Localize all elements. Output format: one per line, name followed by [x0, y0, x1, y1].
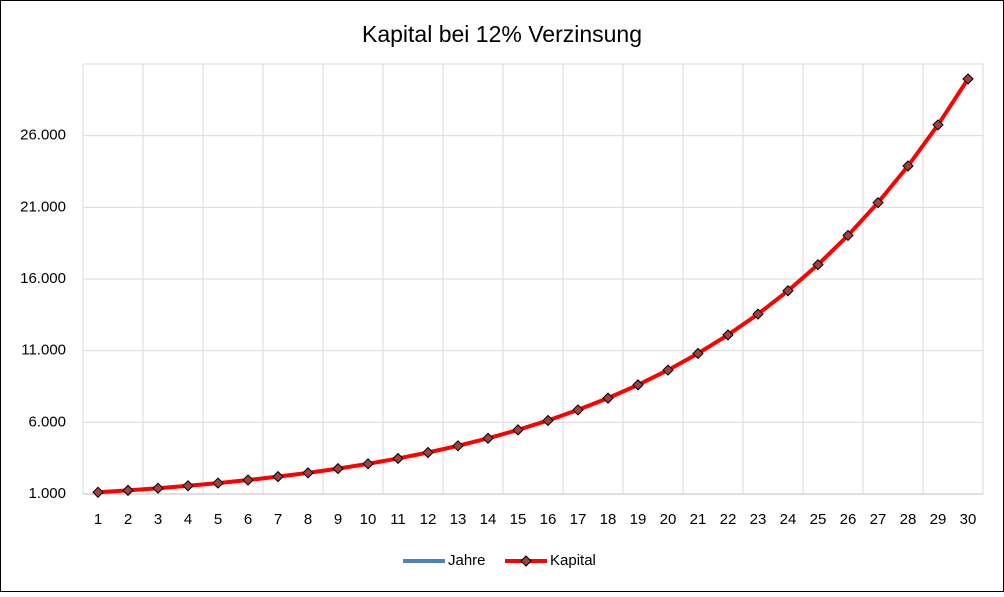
x-tick-label: 10	[360, 511, 377, 528]
data-point	[902, 160, 914, 172]
x-tick-label: 11	[390, 511, 406, 528]
x-tick-label: 20	[660, 511, 677, 528]
x-tick-label: 1	[94, 511, 102, 528]
y-tick-label: 1.000	[28, 485, 66, 502]
data-point	[722, 329, 734, 341]
x-tick-label: 30	[960, 511, 977, 528]
y-tick-label: 21.000	[20, 198, 66, 215]
x-tick-label: 21	[690, 511, 707, 528]
x-tick-label: 13	[450, 511, 467, 528]
data-point	[362, 458, 374, 470]
x-tick-label: 8	[304, 511, 312, 528]
x-tick-label: 26	[840, 511, 857, 528]
x-tick-label: 14	[480, 511, 497, 528]
x-tick-label: 3	[154, 511, 162, 528]
x-tick-label: 27	[870, 511, 887, 528]
x-tick-label: 12	[420, 511, 437, 528]
x-tick-label: 7	[274, 511, 282, 528]
data-point	[182, 480, 194, 492]
x-tick-label: 2	[124, 511, 132, 528]
x-tick-label: 19	[630, 511, 647, 528]
data-point	[482, 432, 494, 444]
y-tick-label: 16.000	[20, 270, 66, 287]
data-point	[542, 414, 554, 427]
data-point	[602, 392, 614, 404]
legend-marker	[520, 555, 532, 567]
y-tick-label: 11.000	[21, 342, 66, 359]
data-point	[212, 477, 224, 489]
x-tick-label: 16	[540, 511, 557, 528]
data-point	[872, 196, 884, 209]
y-tick-label: 26.000	[20, 127, 66, 144]
x-tick-label: 17	[570, 511, 587, 528]
x-tick-label: 23	[750, 511, 767, 528]
data-point	[572, 404, 584, 416]
legend-label: Jahre	[448, 552, 486, 569]
data-point	[812, 258, 824, 271]
data-point	[962, 73, 974, 85]
x-tick-label: 25	[810, 511, 827, 528]
legend-label: Kapital	[550, 552, 596, 569]
x-tick-label: 24	[780, 511, 797, 528]
data-point	[422, 446, 434, 459]
data-point	[392, 452, 404, 465]
data-point	[692, 347, 704, 360]
data-point	[122, 484, 134, 497]
data-point	[512, 424, 524, 436]
data-point	[662, 364, 674, 376]
x-tick-label: 15	[510, 511, 527, 528]
x-tick-label: 22	[720, 511, 737, 528]
x-tick-label: 5	[214, 511, 222, 528]
x-tick-label: 28	[900, 511, 917, 528]
x-tick-label: 18	[600, 511, 617, 528]
data-point	[452, 440, 464, 452]
data-point	[92, 486, 104, 498]
chart-title: Kapital bei 12% Verzinsung	[362, 21, 642, 47]
data-point	[632, 379, 644, 391]
data-point	[842, 229, 854, 242]
data-point	[752, 308, 764, 320]
data-point	[782, 285, 794, 297]
x-tick-label: 29	[930, 511, 947, 528]
data-point	[332, 462, 344, 475]
x-tick-label: 9	[334, 511, 342, 528]
x-tick-label: 4	[184, 511, 192, 528]
data-point	[302, 467, 314, 479]
data-point	[932, 119, 944, 131]
x-tick-label: 6	[244, 511, 252, 528]
y-tick-label: 6.000	[28, 413, 66, 430]
data-point	[272, 470, 284, 483]
data-point	[242, 474, 254, 486]
data-point	[152, 482, 164, 494]
